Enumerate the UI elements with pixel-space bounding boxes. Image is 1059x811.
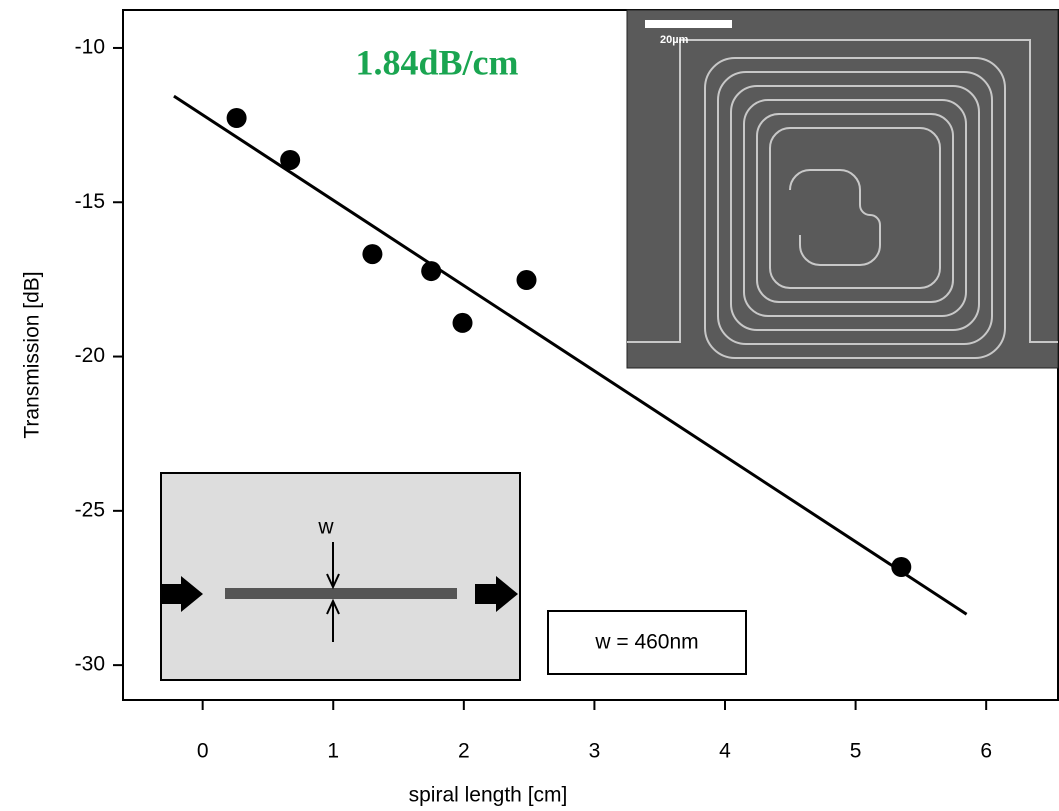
y-tick-label: -30 (75, 653, 105, 676)
data-point (280, 149, 301, 170)
data-point (516, 270, 537, 291)
x-tick-label: 0 (197, 740, 209, 763)
y-axis-label: Transmission [dB] (21, 271, 44, 438)
note-box (547, 610, 747, 675)
y-tick-label: -10 (75, 36, 105, 59)
waveguide-inset: w (160, 472, 521, 681)
x-axis-label: spiral length [cm] (409, 784, 568, 807)
sem-inset: 20µm (626, 9, 1059, 369)
x-tick-label: 6 (980, 740, 992, 763)
x-tick-label: 4 (719, 740, 731, 763)
data-point (226, 108, 247, 129)
data-point (452, 312, 473, 333)
width-symbol: w (317, 516, 334, 539)
slope-annotation: 1.84dB/cm (355, 42, 518, 82)
scale-bar-label: 20µm (660, 34, 689, 46)
x-tick-label: 1 (327, 740, 339, 763)
data-point (362, 244, 383, 265)
y-tick-label: -15 (75, 190, 105, 213)
x-tick-label: 2 (458, 740, 470, 763)
y-tick-label: -25 (75, 498, 105, 521)
width-note: w = 460nm (594, 631, 698, 654)
data-point (891, 556, 912, 577)
y-tick-label: -20 (75, 344, 105, 367)
fit-line (173, 94, 968, 616)
x-tick-label: 3 (589, 740, 601, 763)
x-tick-label: 5 (850, 740, 862, 763)
